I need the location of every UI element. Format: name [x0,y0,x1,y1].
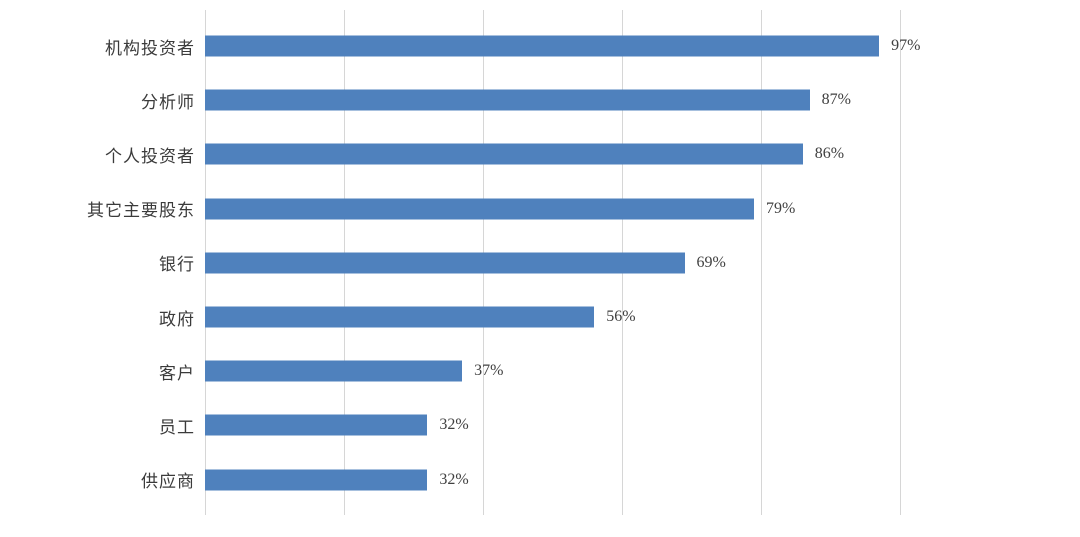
bar-track: 69% [205,236,900,290]
bar-track: 37% [205,344,900,398]
bar-row: 银行 69% [0,236,1080,290]
value-label: 37% [474,362,504,380]
category-label: 个人投资者 [105,146,195,166]
category-label: 员工 [159,417,195,437]
bar [205,414,428,436]
category-label: 客户 [159,363,195,383]
value-label: 87% [821,91,851,109]
bar [205,35,880,57]
bar [205,306,595,328]
bar [205,252,685,274]
bar-rows: 机构投资者 97% 分析师 87% 个人投资者 86% 其它主要股东 79% 银行 69% 政府 56… [0,19,1080,507]
gridline [761,10,762,515]
value-label: 56% [606,308,636,326]
value-label: 32% [439,470,469,488]
bar-row: 个人投资者 86% [0,127,1080,181]
bar [205,143,803,165]
bar-row: 分析师 87% [0,73,1080,127]
category-label: 政府 [159,309,195,329]
category-label: 其它主要股东 [87,201,195,221]
bar-row: 客户 37% [0,344,1080,398]
bar [205,360,463,382]
category-label: 银行 [159,255,195,275]
bar-row: 机构投资者 97% [0,19,1080,73]
bar [205,89,810,111]
bar-track: 79% [205,182,900,236]
bar-track: 32% [205,398,900,452]
gridline [900,10,901,515]
bar-track: 32% [205,453,900,507]
value-label: 32% [439,416,469,434]
bar-row: 员工 32% [0,398,1080,452]
bar [205,198,755,220]
bar-row: 政府 56% [0,290,1080,344]
value-label: 97% [891,37,921,55]
bar [205,469,428,491]
bar-row: 供应商 32% [0,453,1080,507]
category-label: 机构投资者 [105,38,195,58]
value-label: 86% [814,145,845,163]
value-label: 79% [766,199,796,217]
bar-row: 其它主要股东 79% [0,182,1080,236]
category-label: 分析师 [141,92,195,112]
bar-track: 97% [205,19,920,73]
value-label: 69% [696,253,726,271]
category-label: 供应商 [141,472,195,492]
bar-track: 86% [205,127,900,181]
bar-track: 87% [205,73,900,127]
bar-track: 56% [205,290,900,344]
